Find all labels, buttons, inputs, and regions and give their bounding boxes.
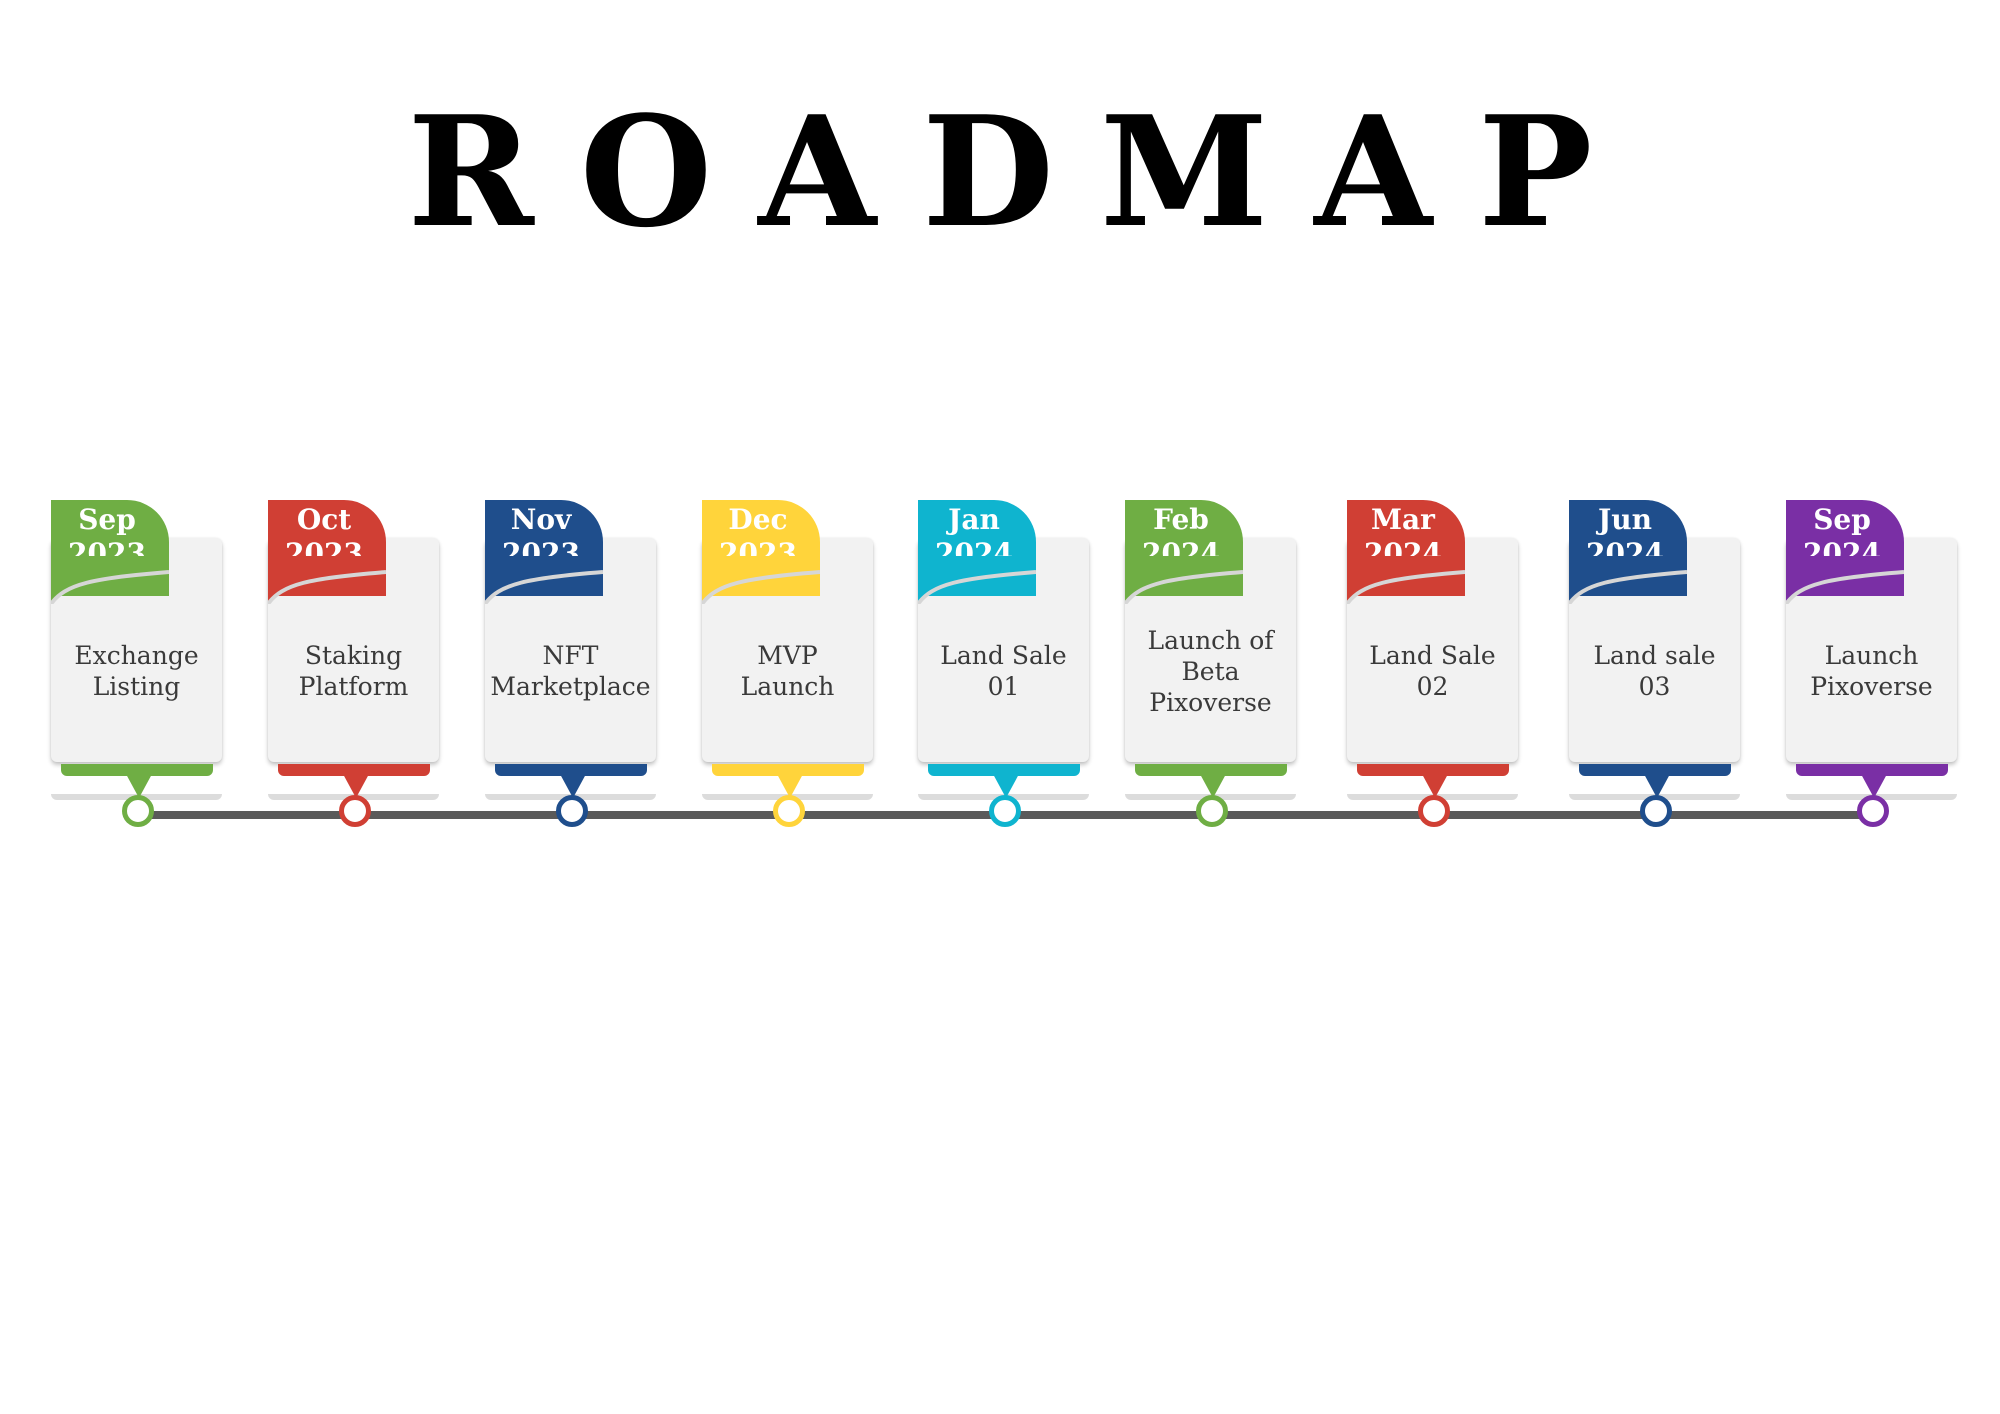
milestone-base-bar [1796,764,1948,776]
milestone-base-bar [1579,764,1731,776]
milestone-jan-2024: Jan 2024 Land Sale 01 [918,500,1093,830]
roadmap-title: ROADMAP [407,82,1639,261]
date-month: Oct [296,503,352,536]
pin-pointer-icon [560,774,586,798]
tab-curve-shadow [1347,556,1465,604]
tab-curve-shadow [268,556,386,604]
pin-pointer-icon [993,774,1019,798]
pin-pointer-icon [1200,774,1226,798]
milestone-label: Land sale 03 [1593,641,1716,701]
pin-pointer-icon [1861,774,1887,798]
tab-curve-shadow [1125,556,1243,604]
timeline-node [1196,795,1228,827]
milestone-mar-2024: Mar 2024 Land Sale 02 [1347,500,1522,830]
milestone-label: Exchange Listing [74,641,199,701]
timeline-node [1857,795,1889,827]
pin-pointer-icon [343,774,369,798]
timeline-node [339,795,371,827]
timeline-node [122,795,154,827]
pin-pointer-icon [126,774,152,798]
milestone-base-bar [61,764,213,776]
timeline-node [1640,795,1672,827]
tab-curve-shadow [51,556,169,604]
timeline-node [1418,795,1450,827]
milestone-label: Launch Pixoverse [1810,641,1933,701]
milestone-feb-2024: Feb 2024 Launch of Beta Pixoverse [1125,500,1300,830]
date-month: Sep [1813,503,1871,536]
milestone-label: Staking Platform [298,641,409,701]
tab-curve-shadow [702,556,820,604]
timeline-node [556,795,588,827]
pin-pointer-icon [777,774,803,798]
milestone-jun-2024: Jun 2024 Land sale 03 [1569,500,1744,830]
tab-curve-shadow [918,556,1036,604]
milestone-sep-2023: Sep 2023 Exchange Listing [51,500,226,830]
milestone-base-bar [495,764,647,776]
milestone-base-bar [1135,764,1287,776]
date-month: Mar [1371,503,1435,536]
milestone-base-bar [1357,764,1509,776]
milestone-sep-2024: Sep 2024 Launch Pixoverse [1786,500,1961,830]
pin-pointer-icon [1422,774,1448,798]
date-month: Dec [728,503,788,536]
date-month: Nov [510,503,572,536]
milestone-label: NFT Marketplace [490,641,651,701]
tab-curve-shadow [485,556,603,604]
tab-curve-shadow [1569,556,1687,604]
milestone-base-bar [278,764,430,776]
date-month: Jan [948,503,1000,536]
milestone-label: Land Sale 01 [940,641,1067,701]
milestone-label: MVP Launch [740,641,835,701]
milestone-label: Launch of Beta Pixoverse [1147,625,1274,717]
milestone-base-bar [928,764,1080,776]
milestone-dec-2023: Dec 2023 MVP Launch [702,500,877,830]
milestone-label: Land Sale 02 [1369,641,1496,701]
timeline-node [989,795,1021,827]
milestone-nov-2023: Nov 2023 NFT Marketplace [485,500,660,830]
timeline-node [773,795,805,827]
date-month: Feb [1153,503,1209,536]
date-month: Jun [1598,503,1652,536]
date-month: Sep [78,503,136,536]
tab-curve-shadow [1786,556,1904,604]
pin-pointer-icon [1644,774,1670,798]
milestone-base-bar [712,764,864,776]
milestone-oct-2023: Oct 2023 Staking Platform [268,500,443,830]
